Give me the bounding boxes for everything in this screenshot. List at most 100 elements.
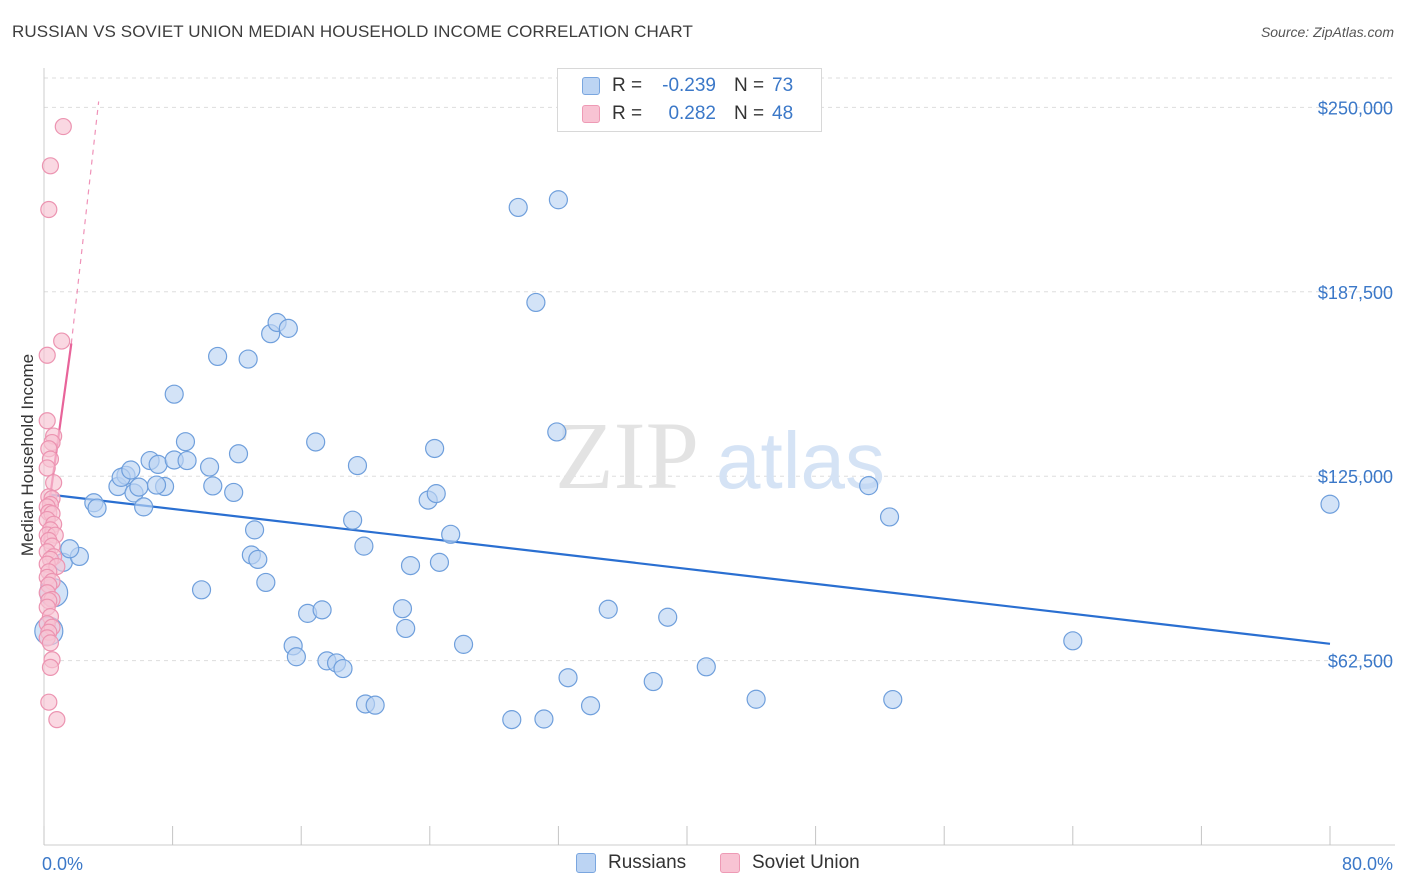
russians-point: [354, 536, 374, 556]
legend-n-label: N =: [734, 103, 765, 124]
soviet-union-point: [41, 658, 60, 676]
source-credit: Source: ZipAtlas.com: [1260, 24, 1394, 40]
x-tick-labels: 0.0% 80.0%: [42, 854, 1393, 874]
russians-point: [333, 658, 353, 679]
y-tick-label: $187,500: [1318, 283, 1393, 303]
russians-point: [658, 607, 678, 627]
russians-point: [256, 572, 276, 593]
russians-point: [558, 668, 578, 688]
legend-swatch-blue: [582, 77, 600, 95]
russians-point: [121, 460, 141, 480]
russians-point: [286, 647, 306, 667]
russians-point: [199, 457, 220, 477]
chart-title: RUSSIAN VS SOVIET UNION MEDIAN HOUSEHOLD…: [12, 22, 693, 41]
series-label: Soviet Union: [752, 852, 860, 873]
axes: [43, 68, 1395, 846]
russians-point: [191, 580, 212, 600]
soviet-union-point: [38, 346, 56, 364]
correlation-legend: R = -0.239 N = 73 R = 0.282 N = 48: [557, 68, 822, 132]
russians-point: [148, 454, 168, 475]
legend-r-label: R =: [612, 75, 643, 96]
y-axis-label: Median Household Income: [18, 354, 37, 556]
russians-point: [164, 384, 184, 404]
series-legend-russians[interactable]: Russians: [576, 852, 686, 874]
russians-point: [426, 484, 446, 504]
legend-n-value: 48: [772, 103, 794, 124]
russians-point: [396, 618, 416, 639]
series-swatch-blue: [576, 853, 596, 873]
watermark-atlas: atlas: [716, 416, 885, 505]
soviet-union-point: [40, 693, 58, 711]
russians-point: [87, 498, 107, 518]
russians-trend-line: [48, 493, 1331, 645]
russians-point: [453, 634, 474, 654]
series-legend: Russians Soviet Union: [0, 852, 1406, 878]
russians-point: [1320, 494, 1340, 514]
russians-point: [177, 450, 197, 471]
legend-swatch-pink: [582, 105, 600, 123]
russians-point: [238, 349, 258, 369]
russians-point: [643, 671, 663, 692]
russians-point: [879, 507, 900, 527]
soviet-union-point: [54, 117, 72, 136]
y-tick-label: $125,000: [1318, 467, 1393, 487]
legend-n-value: 73: [772, 75, 794, 96]
russians-point: [365, 695, 385, 715]
russians-point: [224, 482, 244, 503]
russians-point: [598, 599, 618, 619]
russians-point: [883, 689, 903, 710]
legend-r-label: R =: [612, 103, 643, 124]
soviet-union-trend-extension: [70, 101, 100, 344]
soviet-union-point: [53, 332, 71, 350]
russians-point: [400, 555, 421, 576]
russians-point: [228, 444, 249, 464]
soviet-union-point: [38, 412, 56, 430]
russians-point: [392, 599, 413, 619]
russians-point: [425, 438, 445, 459]
series-swatch-pink: [720, 853, 740, 873]
russians-point: [534, 709, 554, 729]
russians-point: [129, 477, 149, 497]
russians-point: [508, 197, 528, 218]
y-tick-label: $250,000: [1318, 98, 1393, 118]
russians-point: [696, 657, 716, 677]
data-points: [34, 117, 1340, 730]
russians-point: [547, 422, 567, 442]
russians-point: [203, 476, 223, 496]
x-tick-label: 0.0%: [42, 854, 83, 874]
legend-n-label: N =: [734, 75, 765, 96]
russians-point: [343, 510, 363, 530]
series-label: Russians: [608, 852, 687, 873]
russians-point: [312, 600, 332, 620]
trend-lines: [42, 101, 1331, 645]
series-legend-soviet-union[interactable]: Soviet Union: [720, 852, 860, 874]
russians-point: [746, 689, 766, 709]
russians-point: [306, 432, 326, 452]
russians-point: [548, 190, 569, 210]
y-tick-labels: $62,500 $125,000 $187,500 $250,000: [1318, 98, 1393, 671]
russians-point: [1063, 631, 1083, 651]
russians-point: [134, 497, 154, 517]
russians-point: [60, 539, 80, 559]
russians-point: [208, 346, 228, 367]
soviet-union-point: [41, 157, 60, 175]
legend-r-value: -0.239: [662, 75, 716, 96]
russians-point: [526, 292, 546, 313]
soviet-union-point: [38, 459, 56, 477]
soviet-union-point: [41, 634, 60, 652]
russians-point: [248, 549, 268, 570]
russians-point: [278, 318, 298, 338]
y-tick-label: $62,500: [1328, 652, 1393, 672]
russians-point: [429, 552, 450, 572]
legend-row-russians: R = -0.239 N = 73: [582, 73, 793, 99]
russians-point: [347, 455, 368, 476]
russians-point: [441, 524, 461, 544]
soviet-union-point: [40, 200, 58, 219]
russians-point: [244, 520, 265, 540]
russians-point: [859, 476, 879, 496]
x-tick-label: 80.0%: [1342, 854, 1393, 874]
russians-point: [146, 475, 167, 495]
legend-row-soviet-union: R = 0.282 N = 48: [582, 101, 793, 127]
russians-point: [502, 710, 522, 730]
